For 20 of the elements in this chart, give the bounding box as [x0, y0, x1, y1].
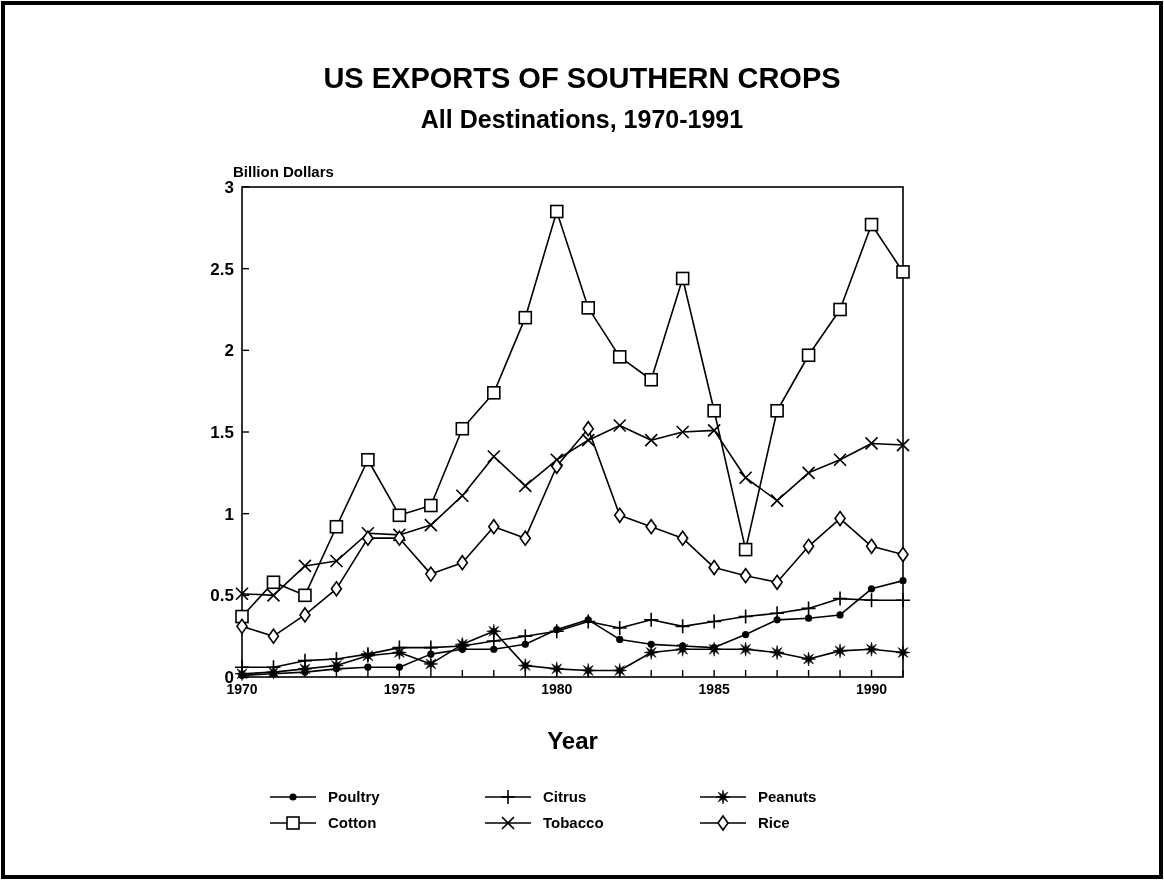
- chart-subtitle: All Destinations, 1970-1991: [420, 105, 744, 133]
- y-tick-label: 1: [224, 504, 234, 524]
- x-axis-title: Year: [547, 727, 598, 754]
- y-tick-label: 2: [224, 341, 234, 361]
- legend-label: Tobacco: [543, 814, 604, 831]
- y-axis-title: Billion Dollars: [233, 163, 334, 180]
- y-tick-label: 0.5: [210, 586, 234, 606]
- y-tick-label: 1.5: [210, 423, 234, 442]
- x-tick-label: 1980: [541, 681, 573, 697]
- x-tick-label: 1985: [698, 681, 730, 697]
- legend-label: Peanuts: [758, 788, 817, 805]
- y-tick-label: 3: [224, 178, 234, 197]
- y-tick-label: 2.5: [210, 259, 234, 279]
- chart-title: US EXPORTS OF SOUTHERN CROPS: [323, 62, 841, 94]
- x-tick-label: 1975: [383, 681, 416, 697]
- legend-label: Citrus: [543, 788, 587, 805]
- x-tick-label: 1990: [855, 681, 888, 697]
- legend-label: Rice: [758, 814, 790, 831]
- legend-label: Cotton: [328, 814, 377, 831]
- legend-label: Poultry: [328, 788, 381, 805]
